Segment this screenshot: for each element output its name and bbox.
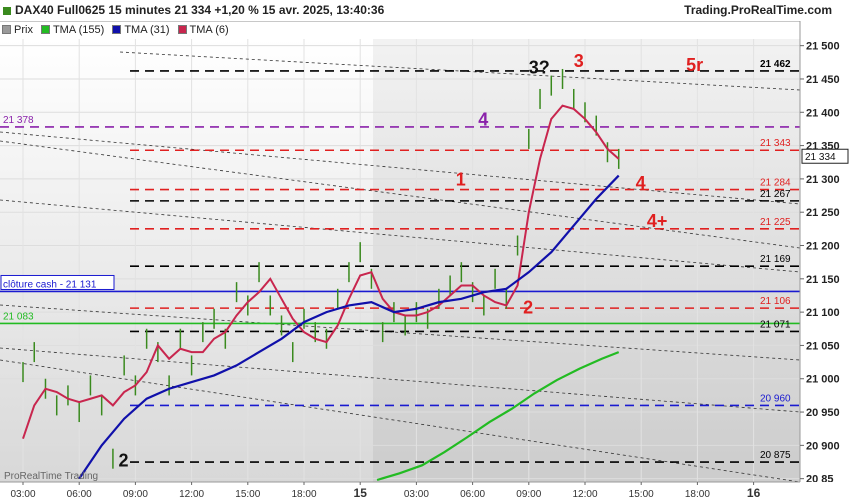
level-label: clôture cash - 21 131 — [3, 279, 97, 290]
time-tick-label: 18:00 — [291, 489, 316, 500]
series-line-tma155 — [376, 351, 620, 482]
legend-item-prix[interactable]: Prix — [2, 24, 33, 36]
level-label: 21 083 — [3, 311, 34, 322]
trend-line — [0, 199, 801, 273]
wave-label: 3 — [574, 51, 584, 71]
time-tick-label: 09:00 — [516, 489, 541, 500]
level-label: 21 225 — [760, 217, 791, 228]
time-tick-label: 06:00 — [460, 489, 485, 500]
instrument-dot — [3, 6, 11, 15]
price-tick-label: 20 900 — [806, 440, 840, 452]
price-tick-label: 21 050 — [806, 340, 840, 352]
time-tick-label: 03:00 — [404, 489, 429, 500]
time-tick-label: 15:00 — [235, 489, 260, 500]
time-tick-label: 03:00 — [10, 489, 35, 500]
time-tick-label: 16 — [747, 486, 761, 500]
legend-swatch — [2, 25, 11, 34]
trend-line — [0, 347, 801, 413]
price-tick-label: 21 100 — [806, 307, 840, 319]
level-label: 21 343 — [760, 138, 791, 149]
watermark: ProRealTime Trading — [4, 471, 98, 482]
trend-line — [0, 304, 801, 361]
wave-label: 5r — [686, 55, 703, 75]
time-tick-label: 15:00 — [629, 489, 654, 500]
level-label: 21 071 — [760, 319, 791, 330]
header-divider — [0, 21, 850, 22]
time-tick-label: 09:00 — [123, 489, 148, 500]
price-tick-label: 21 200 — [806, 241, 840, 253]
price-axis-bg — [800, 21, 850, 500]
price-tick-label: 21 500 — [806, 41, 840, 53]
indicator-legend: Prix TMA (155) TMA (31) TMA (6) — [2, 22, 237, 37]
series-line-tma31 — [78, 174, 620, 480]
legend-label: Prix — [14, 23, 33, 36]
level-label: 21 462 — [760, 59, 791, 70]
wave-label: 2 — [119, 451, 129, 471]
trend-line — [0, 140, 801, 249]
level-label: 20 960 — [760, 393, 791, 404]
level-label: 21 378 — [3, 115, 34, 126]
trend-line — [0, 359, 801, 483]
wave-label: 4+ — [647, 211, 668, 231]
wave-label: 3? — [529, 58, 550, 78]
legend-label: TMA (6) — [189, 23, 229, 36]
wave-label: 2 — [523, 297, 533, 317]
legend-item-tma6[interactable]: TMA (6) — [177, 23, 229, 36]
price-tick-label: 21 000 — [806, 374, 840, 386]
time-tick-label: 15 — [354, 486, 368, 500]
chart-title-text: DAX40 Full0625 15 minutes 21 334 +1,20 %… — [15, 3, 385, 17]
trend-line — [0, 131, 801, 205]
time-tick-label: 18:00 — [685, 489, 710, 500]
time-axis-bg — [0, 482, 850, 500]
legend-swatch — [177, 25, 187, 34]
legend-label: TMA (155) — [52, 23, 105, 36]
legend-swatch — [112, 25, 122, 34]
level-label: 21 106 — [760, 296, 791, 307]
wave-label: 1 — [456, 170, 466, 190]
level-label-box — [0, 274, 115, 290]
time-tick-label: 12:00 — [179, 489, 204, 500]
legend-item-tma155[interactable]: TMA (155) — [40, 23, 105, 36]
level-label: 20 875 — [760, 450, 791, 461]
level-label: 21 169 — [760, 254, 791, 265]
price-tick-label: 21 150 — [806, 274, 840, 286]
price-tick-label: 21 250 — [806, 207, 840, 219]
current-price-label: 21 334 — [805, 152, 836, 163]
legend-label: TMA (31) — [124, 23, 170, 36]
price-tick-label: 21 400 — [806, 107, 840, 119]
price-tick-label: 21 450 — [806, 74, 840, 86]
legend-item-tma31[interactable]: TMA (31) — [112, 23, 170, 36]
current-price-box — [801, 148, 849, 164]
chart-title: DAX40 Full0625 15 minutes 21 334 +1,20 %… — [3, 3, 384, 17]
price-tick-label: 20 950 — [806, 407, 840, 419]
price-tick-label: 21 300 — [806, 174, 840, 186]
brand-label: Trading.ProRealTime.com — [684, 3, 832, 17]
time-tick-label: 12:00 — [572, 489, 597, 500]
level-label: 21 267 — [760, 189, 791, 200]
plot-background — [0, 39, 800, 482]
wave-label: 4 — [636, 173, 646, 193]
wave-label: 4 — [478, 110, 488, 130]
series-line-tma6 — [22, 104, 620, 440]
legend-swatch — [40, 25, 50, 34]
level-label: 21 284 — [760, 178, 791, 189]
session-shade — [373, 39, 800, 482]
time-tick-label: 06:00 — [67, 489, 92, 500]
